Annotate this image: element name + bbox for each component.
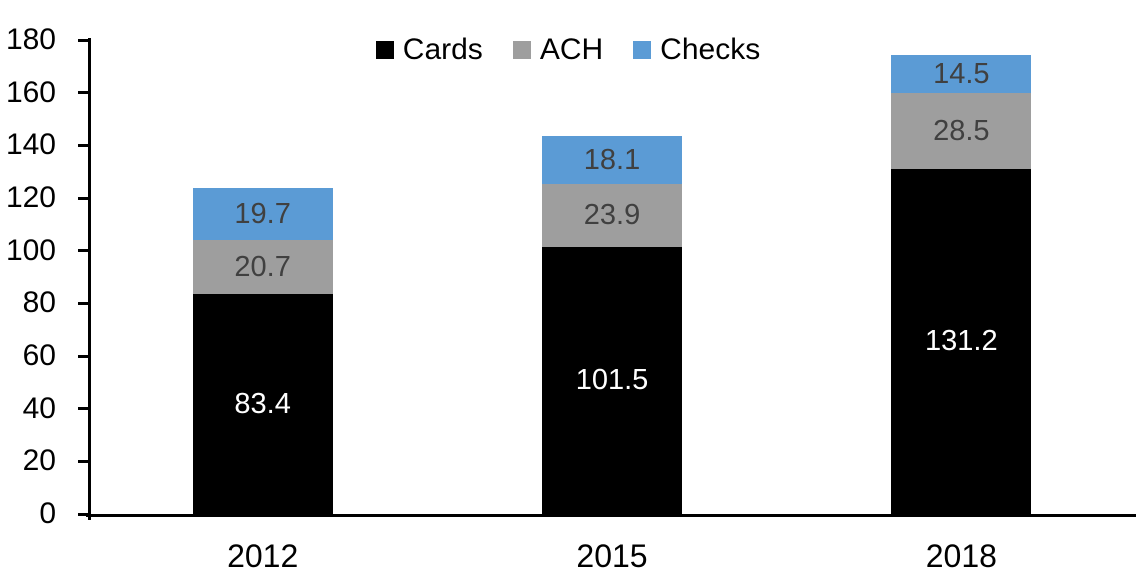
legend-item-checks: Checks — [633, 34, 760, 66]
bar-2015-checks-segment — [542, 136, 682, 184]
legend-swatch-ach — [512, 41, 531, 59]
y-axis-tick — [78, 459, 88, 463]
bar-2015-cards-value: 101.5 — [575, 364, 649, 397]
y-axis-label: 180 — [5, 23, 56, 56]
x-axis-label-2018: 2018 — [925, 538, 997, 574]
y-axis-label: 140 — [5, 128, 56, 162]
bar-2015-ach-value: 23.9 — [583, 199, 641, 232]
bar-2012-cards-value: 83.4 — [234, 388, 291, 421]
legend-swatch-cards — [375, 41, 394, 59]
bar-2015-ach-segment — [542, 183, 682, 247]
legend: Cards ACH Checks — [0, 32, 1136, 68]
bar-2018-ach-segment — [891, 93, 1032, 169]
y-axis-tick — [78, 38, 88, 42]
bar-2015-cards-segment — [542, 246, 682, 514]
y-axis-tick — [78, 91, 88, 95]
y-axis-tick — [78, 249, 88, 253]
y-axis-label: 0 — [39, 497, 56, 530]
x-axis-line — [86, 514, 1136, 517]
x-axis-label-2015: 2015 — [576, 538, 648, 574]
y-axis-label: 40 — [22, 391, 56, 425]
legend-label: Checks — [660, 33, 761, 66]
legend-item-ach: ACH — [512, 33, 604, 66]
legend-label: Cards — [402, 33, 483, 66]
y-axis-line — [88, 38, 91, 520]
legend-swatch-checks — [633, 41, 652, 59]
y-axis-label: 100 — [5, 233, 56, 267]
y-axis-tick — [78, 196, 88, 200]
bar-2012-cards-segment — [192, 294, 333, 514]
bar-2018-checks-value: 14.5 — [933, 58, 990, 91]
x-axis-label-2012: 2012 — [227, 538, 299, 574]
y-axis-tick — [78, 301, 88, 305]
bar-2012-checks-value: 19.7 — [234, 197, 291, 230]
y-axis-tick — [78, 512, 88, 516]
y-axis-label: 80 — [22, 286, 56, 320]
bar-2012-ach-value: 20.7 — [234, 251, 291, 284]
legend-label: ACH — [539, 33, 604, 66]
y-axis-tick — [78, 354, 88, 358]
bar-2018-cards-segment — [891, 168, 1032, 514]
y-axis-tick — [78, 143, 88, 147]
bar-2015-checks-value: 18.1 — [583, 143, 641, 176]
y-axis-tick — [78, 407, 88, 411]
y-axis-label: 120 — [5, 181, 56, 214]
bar-2012-checks-segment — [192, 187, 333, 240]
y-axis-label: 160 — [5, 75, 56, 109]
y-axis-label: 60 — [22, 339, 56, 372]
bar-2018-cards-value: 131.2 — [925, 325, 998, 358]
legend-item-cards: Cards — [375, 33, 483, 66]
bar-2018-ach-value: 28.5 — [933, 114, 990, 147]
bar-2012-ach-segment — [192, 239, 333, 295]
y-axis-label: 20 — [22, 444, 56, 478]
bar-2018-checks-segment — [891, 55, 1032, 94]
